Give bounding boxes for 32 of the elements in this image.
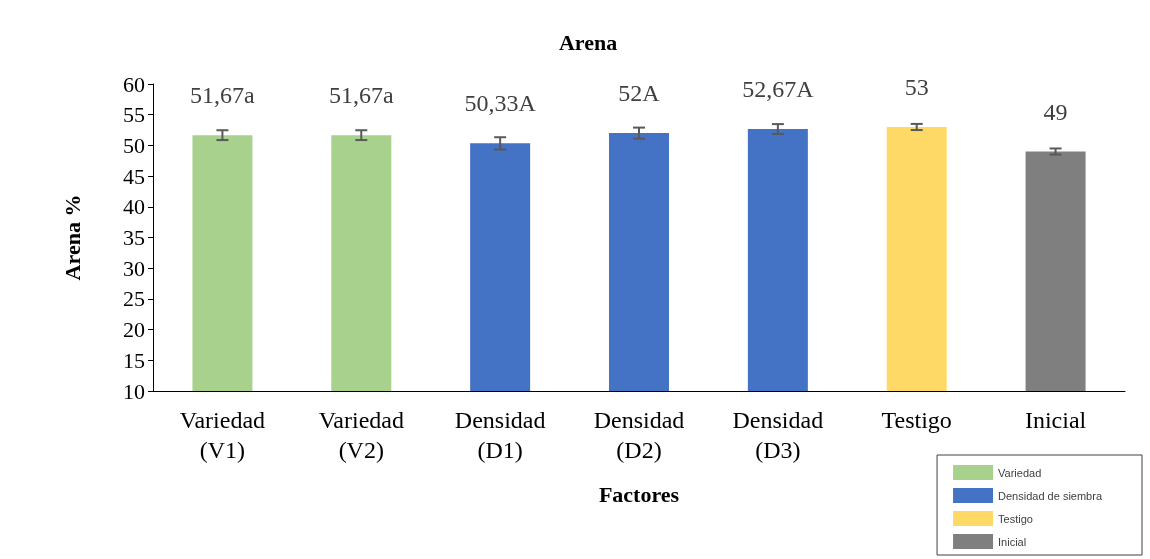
y-tick-label: 35	[123, 225, 145, 250]
legend-label: Testigo	[998, 512, 1033, 525]
x-tick-label: Variedad (V1)	[179, 407, 266, 463]
y-tick-label: 40	[123, 194, 145, 220]
y-tick-label: 60	[123, 71, 145, 97]
legend-label: Variedad	[998, 466, 1042, 479]
x-axis-title: Factores	[598, 481, 680, 507]
x-tick-label: Variedad (V2)	[318, 407, 404, 463]
data-label: 52,67A	[742, 76, 815, 103]
y-tick-label: 50	[123, 132, 145, 158]
data-label: 53	[904, 73, 929, 100]
x-tick-label: Densidad (D3)	[732, 407, 824, 463]
data-label: 50,33A	[464, 90, 537, 117]
y-tick-label: 15	[123, 347, 145, 373]
y-tick-label: 10	[123, 378, 145, 404]
x-tick-label: Inicial	[1024, 407, 1087, 433]
y-tick-label: 20	[123, 317, 145, 343]
legend-label: Densidad de siembra	[998, 489, 1103, 502]
data-label: 51,67a	[190, 82, 256, 109]
chart-title: Arena	[558, 29, 618, 55]
x-tick-label: Densidad (D2)	[593, 407, 685, 463]
x-tick-label: Densidad (D1)	[454, 407, 546, 463]
y-tick-label: 25	[123, 286, 145, 312]
y-tick-label: 45	[123, 163, 145, 189]
legend-label: Inicial	[998, 535, 1027, 548]
y-tick-label: 30	[123, 255, 145, 281]
data-label: 51,67a	[328, 82, 394, 109]
y-tick-label: 55	[123, 102, 145, 128]
data-label: 52A	[618, 80, 661, 107]
x-tick-label: Testigo	[881, 407, 952, 433]
data-label: 49	[1043, 98, 1068, 125]
y-axis-title: Arena %	[59, 194, 85, 281]
